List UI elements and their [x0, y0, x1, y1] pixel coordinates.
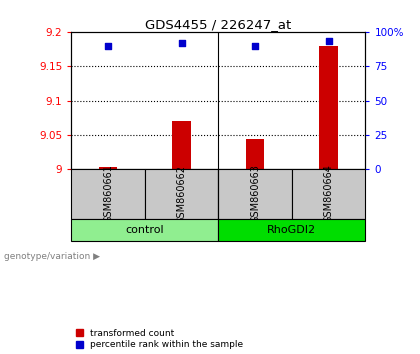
Text: control: control: [126, 225, 164, 235]
Text: GSM860663: GSM860663: [250, 165, 260, 223]
Text: RhoGDI2: RhoGDI2: [268, 225, 316, 235]
Bar: [246, 139, 264, 170]
Text: genotype/variation ▶: genotype/variation ▶: [4, 252, 100, 261]
FancyBboxPatch shape: [218, 170, 292, 219]
Text: GSM860662: GSM860662: [177, 165, 186, 223]
Point: [325, 39, 332, 44]
Point: [252, 43, 259, 48]
FancyBboxPatch shape: [71, 219, 218, 241]
Legend: transformed count, percentile rank within the sample: transformed count, percentile rank withi…: [76, 329, 244, 349]
Text: GSM860661: GSM860661: [103, 165, 113, 223]
FancyBboxPatch shape: [145, 170, 218, 219]
Bar: [173, 121, 191, 170]
Point: [105, 43, 112, 48]
FancyBboxPatch shape: [71, 170, 145, 219]
Text: GSM860664: GSM860664: [324, 165, 333, 223]
Point: [178, 40, 185, 46]
Bar: [99, 167, 117, 170]
Title: GDS4455 / 226247_at: GDS4455 / 226247_at: [145, 18, 291, 31]
FancyBboxPatch shape: [218, 219, 365, 241]
FancyBboxPatch shape: [292, 170, 365, 219]
Bar: [320, 46, 338, 170]
